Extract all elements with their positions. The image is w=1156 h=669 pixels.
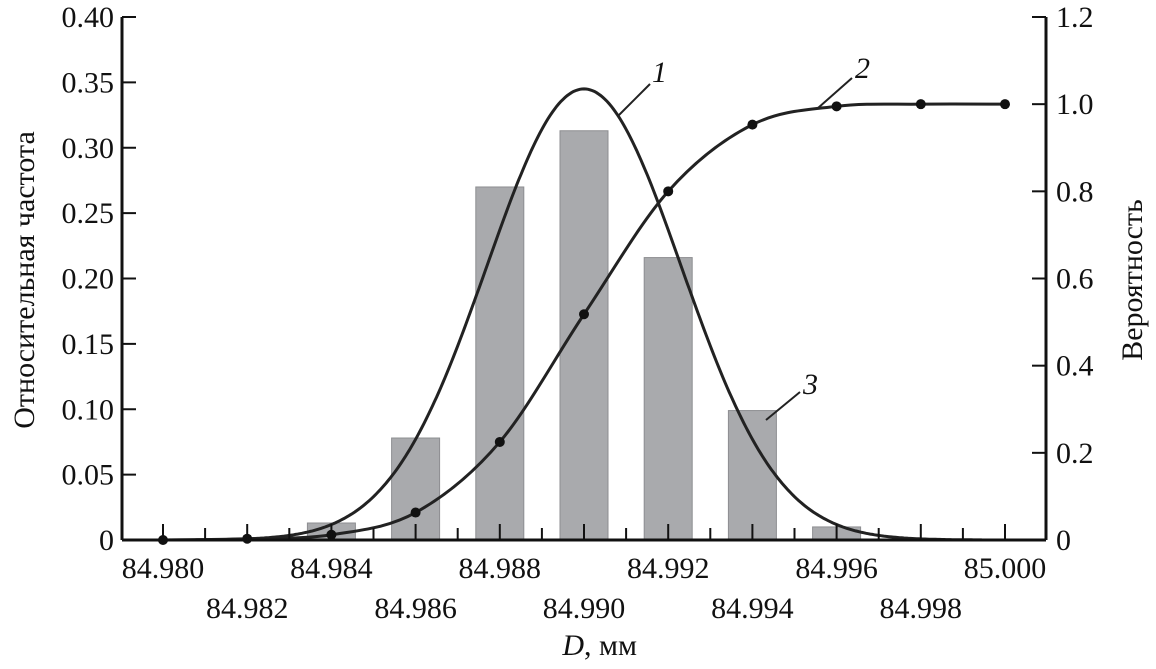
x-tick-label: 84.982 <box>206 592 289 625</box>
leader-3 <box>765 391 801 421</box>
x-tick-label: 84.992 <box>627 552 710 585</box>
leader-2 <box>817 77 853 109</box>
normal-curve <box>141 87 982 542</box>
y-tick-label: 0.40 <box>62 1 115 34</box>
y2-tick-label: 0.4 <box>1056 350 1094 383</box>
x-axis-label: D <box>561 629 584 662</box>
x-tick-label: 84.980 <box>122 552 205 585</box>
axes <box>120 16 1048 542</box>
x-tick-label: 84.990 <box>543 592 626 625</box>
cumulative-point <box>915 99 926 110</box>
cumulative-point <box>831 101 842 112</box>
x-tick-label: 84.994 <box>711 592 794 625</box>
y-tick-label: 0.15 <box>62 328 115 361</box>
x-tick-label: 84.998 <box>880 592 963 625</box>
x-tick-label: 84.996 <box>795 552 878 585</box>
x-tick-label: 85.000 <box>964 552 1047 585</box>
y2-axis-label: Вероятность <box>1116 199 1149 361</box>
bar <box>475 186 525 541</box>
cumulative-point <box>494 436 505 447</box>
x-tick-label: 84.986 <box>374 592 457 625</box>
bar <box>559 130 609 541</box>
histogram-bars <box>306 130 946 541</box>
bar <box>727 410 777 541</box>
leader-1 <box>617 83 651 117</box>
x-axis-label-unit: , мм <box>584 629 637 662</box>
y-tick-label: 0.20 <box>62 263 115 296</box>
cumulative-point <box>410 507 421 518</box>
cumulative-point <box>1000 99 1010 110</box>
y2-tick-label: 0.8 <box>1056 175 1094 208</box>
y-tick-label: 0.25 <box>62 197 115 230</box>
y2-tick-label: 0.6 <box>1056 263 1094 296</box>
y-axis-label: Относительная частота <box>8 131 41 429</box>
cumulative-point <box>747 119 758 130</box>
cumulative-point <box>663 186 674 197</box>
y-tick-label: 0.10 <box>62 393 115 426</box>
curve-label-1: 1 <box>652 56 667 89</box>
bar <box>391 437 441 541</box>
bar <box>643 257 693 541</box>
y2-tick-label: 1.0 <box>1056 88 1094 121</box>
cumulative-point <box>579 309 589 320</box>
y-tick-label: 0 <box>99 524 114 557</box>
x-tick-label: 84.984 <box>290 552 373 585</box>
x-tick-label: 84.988 <box>459 552 542 585</box>
curve-label-2: 2 <box>855 52 870 85</box>
y2-tick-label: 0.2 <box>1056 437 1094 470</box>
curve-label-3: 3 <box>802 368 818 401</box>
y-tick-label: 0.05 <box>62 459 115 492</box>
y-tick-label: 0.35 <box>62 66 115 99</box>
y2-tick-label: 1.2 <box>1056 1 1094 34</box>
y2-tick-label: 0 <box>1056 524 1071 557</box>
y-tick-label: 0.30 <box>62 132 115 165</box>
